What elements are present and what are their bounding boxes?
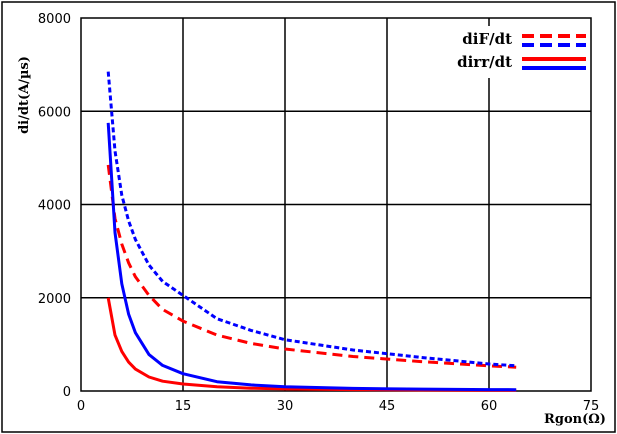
y-tick-label: 0 bbox=[63, 385, 71, 400]
x-tick-label: 0 bbox=[77, 399, 85, 414]
x-tick-label: 60 bbox=[481, 399, 498, 414]
y-axis-ticks: 0 2000 4000 6000 8000 bbox=[38, 12, 71, 400]
y-tick-label: 8000 bbox=[38, 12, 71, 27]
grid bbox=[81, 18, 591, 391]
x-tick-label: 75 bbox=[583, 399, 600, 414]
series-line-blue-solid bbox=[106, 122, 517, 392]
legend-label-dif-dt: diF/dt bbox=[462, 30, 512, 48]
y-axis-title: di/dt(A/µs) bbox=[17, 56, 32, 134]
x-tick-label: 15 bbox=[175, 399, 192, 414]
series-line-red-dashed bbox=[106, 164, 517, 369]
series-layer bbox=[106, 71, 517, 392]
y-tick-label: 4000 bbox=[38, 199, 71, 214]
y-tick-label: 2000 bbox=[38, 292, 71, 307]
series-line-blue-dashed bbox=[106, 71, 517, 368]
x-tick-label: 45 bbox=[379, 399, 396, 414]
legend: diF/dt dirr/dt bbox=[436, 26, 590, 78]
x-axis-ticks: 0 15 30 45 60 75 bbox=[77, 399, 599, 414]
legend-label-dirr-dt: dirr/dt bbox=[457, 53, 512, 71]
x-tick-label: 30 bbox=[277, 399, 294, 414]
x-axis-title: Rgon(Ω) bbox=[544, 412, 606, 427]
y-tick-label: 6000 bbox=[38, 105, 71, 120]
